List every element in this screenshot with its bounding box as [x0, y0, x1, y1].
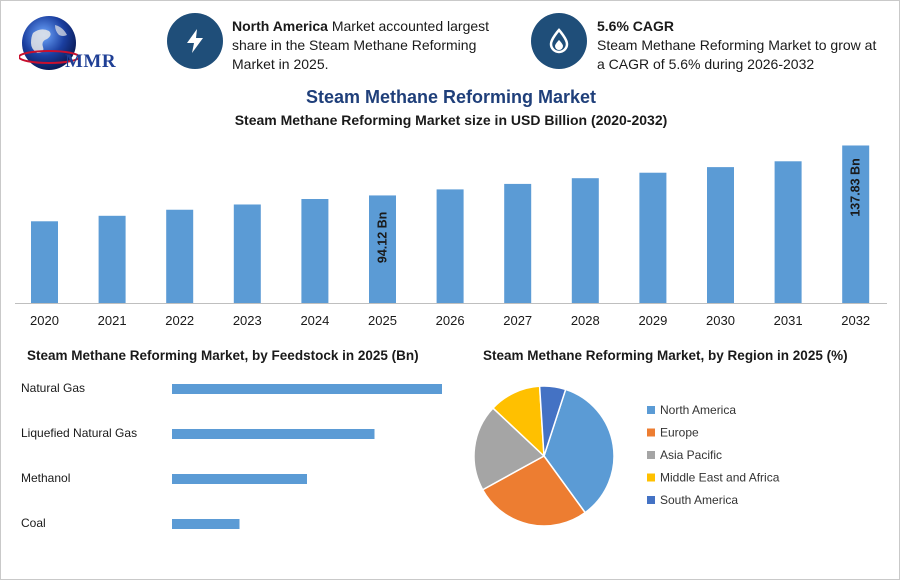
bar-2026	[436, 189, 464, 303]
bar-2028	[571, 178, 599, 303]
x-tick-label: 2031	[774, 313, 803, 328]
x-tick-label: 2027	[503, 313, 532, 328]
info-north-america-bold: North America	[232, 18, 328, 34]
x-tick-label: 2025	[368, 313, 397, 328]
bar-2029	[639, 172, 667, 303]
market-size-bar-chart: 2020 2021 2022 2023 2024 2025 94.12 Bn 2026 2027…	[15, 145, 887, 328]
info-cagr: 5.6% CAGR Steam Methane Reforming Market…	[597, 17, 887, 74]
legend-label: North America	[660, 403, 736, 417]
region-pie-chart: North America Europe Asia Pacific Middle Ea…	[473, 385, 780, 527]
chart-subtitle: Steam Methane Reforming Market size in U…	[234, 112, 668, 128]
bar-2023	[233, 204, 261, 303]
legend-swatch	[647, 428, 655, 437]
bar-2027	[504, 183, 532, 303]
region-chart-title: Steam Methane Reforming Market, by Regio…	[483, 348, 848, 363]
feedstock-bar-liquefied-natural-gas	[172, 429, 375, 439]
legend-swatch	[647, 451, 655, 459]
x-tick-label: 2021	[98, 313, 127, 328]
info-cagr-text: Steam Methane Reforming Market to grow a…	[597, 37, 877, 72]
x-tick-label: 2023	[233, 313, 262, 328]
feedstock-label: Natural Gas	[21, 381, 85, 395]
legend-swatch	[647, 406, 655, 414]
info-north-america-text: Market accounted largest share in the St…	[232, 18, 490, 72]
bar-2030	[707, 167, 734, 303]
feedstock-bar-natural-gas	[172, 384, 442, 394]
feedstock-label: Methanol	[21, 471, 70, 485]
pie-slice-asia-pacific	[473, 407, 546, 491]
pie-slice-north-america	[543, 388, 615, 514]
globe-icon	[18, 16, 80, 70]
x-tick-label: 2029	[638, 313, 667, 328]
x-tick-label: 2022	[165, 313, 194, 328]
bar-2022	[166, 209, 194, 303]
chart-title: Steam Methane Reforming Market	[305, 87, 597, 107]
pie-slice-south-america	[538, 385, 567, 457]
bar-2031	[774, 161, 802, 303]
feedstock-bar-chart: Natural Gas Liquefied Natural Gas Methanol…	[21, 381, 442, 530]
legend-label: Middle East and Africa	[660, 471, 780, 485]
legend-swatch	[647, 473, 655, 482]
bar-data-label: 137.83 Bn	[849, 158, 863, 216]
legend-label: Europe	[660, 426, 699, 440]
legend-label: South America	[660, 493, 738, 507]
x-tick-label: 2020	[30, 313, 59, 328]
feedstock-bar-methanol	[172, 474, 307, 484]
x-tick-label: 2024	[300, 313, 329, 328]
pie-slice-europe	[481, 455, 587, 527]
x-tick-label: 2032	[841, 313, 870, 328]
info-cagr-title: 5.6% CAGR	[597, 18, 675, 34]
logo-text: MMR	[65, 51, 117, 72]
bar-2032	[842, 145, 870, 303]
bar-2024	[301, 199, 329, 303]
bar-2020	[31, 221, 58, 303]
feedstock-label: Liquefied Natural Gas	[21, 426, 137, 440]
flame-drop-icon	[531, 13, 587, 69]
info-north-america: North America Market accounted largest s…	[232, 17, 522, 74]
x-tick-label: 2026	[436, 313, 465, 328]
lightning-icon	[167, 13, 223, 69]
x-tick-label: 2030	[706, 313, 735, 328]
bar-2025	[369, 195, 396, 303]
feedstock-bar-coal	[172, 519, 240, 529]
bar-2021	[98, 215, 126, 303]
mmr-logo	[18, 13, 139, 83]
legend-label: Asia Pacific	[660, 448, 722, 462]
x-tick-label: 2028	[571, 313, 600, 328]
bar-data-label: 94.12 Bn	[376, 212, 390, 263]
feedstock-chart-title: Steam Methane Reforming Market, by Feeds…	[27, 348, 419, 363]
feedstock-label: Coal	[21, 516, 46, 530]
legend-swatch	[647, 496, 655, 504]
